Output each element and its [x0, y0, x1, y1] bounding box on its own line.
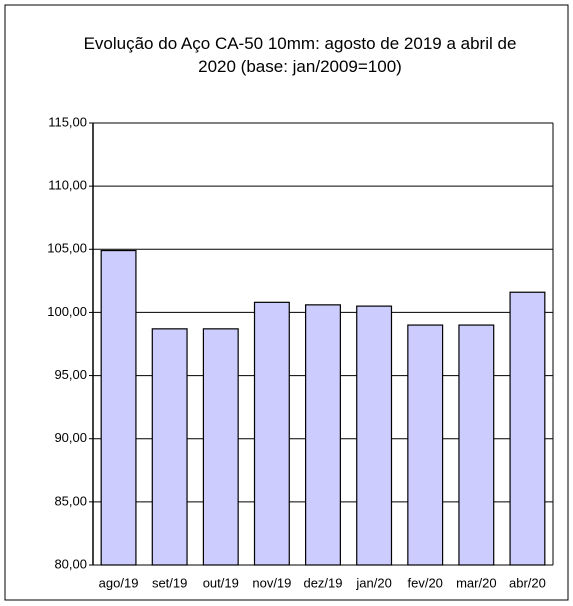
x-tick-label: jan/20	[355, 575, 391, 590]
x-tick-label: set/19	[152, 575, 187, 590]
bar	[356, 305, 393, 566]
bar	[100, 249, 137, 566]
bar	[202, 328, 239, 566]
chart-title: Evolução do Aço CA-50 10mm: agosto de 20…	[83, 34, 517, 76]
x-tick-label: ago/19	[99, 575, 139, 590]
y-tick-label: 80,00	[54, 556, 87, 571]
x-tick-label: nov/19	[252, 575, 291, 590]
y-tick-label: 90,00	[54, 430, 87, 445]
x-tick-label: dez/19	[303, 575, 342, 590]
y-tick-label: 105,00	[47, 241, 87, 256]
x-tick-label: mar/20	[456, 575, 496, 590]
x-tick-label: abr/20	[509, 575, 546, 590]
bar	[458, 324, 495, 566]
y-tick-label: 95,00	[54, 367, 87, 382]
bar	[253, 301, 290, 566]
y-tick-label: 110,00	[48, 178, 87, 193]
x-tick-label: fev/20	[408, 575, 443, 590]
bar	[509, 291, 546, 566]
bar	[407, 324, 444, 566]
bar	[151, 328, 188, 566]
x-tick-label: out/19	[203, 575, 239, 590]
y-tick-label: 115,00	[48, 114, 87, 129]
y-tick-label: 100,00	[47, 304, 87, 319]
y-tick-label: 85,00	[54, 493, 87, 508]
bar	[305, 304, 341, 566]
chart-frame	[4, 4, 569, 601]
